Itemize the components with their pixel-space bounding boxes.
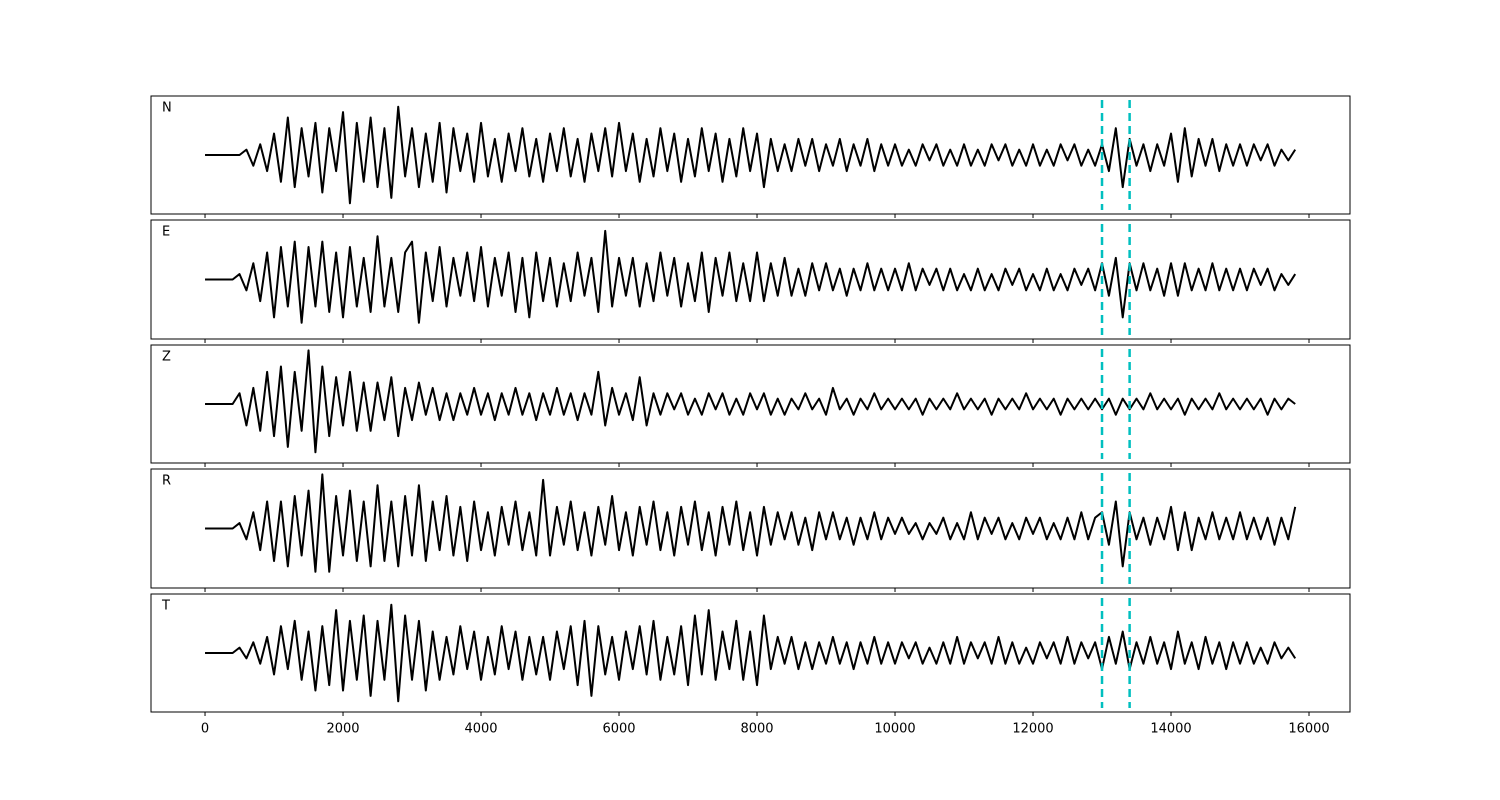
trace <box>205 603 1297 703</box>
panel-label: Z <box>162 350 171 365</box>
trace <box>205 105 1297 205</box>
x-tick-label: 10000 <box>874 722 915 737</box>
x-tick-label: 0 <box>201 722 209 737</box>
x-tick-label: 2000 <box>326 722 359 737</box>
trace <box>205 473 1297 573</box>
trace <box>205 229 1297 324</box>
panel-frame <box>150 593 1351 713</box>
panel-label: R <box>162 474 171 489</box>
panel-frame <box>150 468 1351 589</box>
x-tick-label: 4000 <box>464 722 497 737</box>
panel-label: T <box>161 599 170 614</box>
x-tick-label: 12000 <box>1012 722 1053 737</box>
trace <box>205 349 1296 454</box>
panel-label: N <box>162 101 172 116</box>
x-tick-label: 8000 <box>740 722 773 737</box>
x-tick-label: 14000 <box>1150 722 1191 737</box>
panel-label: E <box>162 225 170 240</box>
x-tick-label: 6000 <box>602 722 635 737</box>
panel-frame <box>150 219 1351 340</box>
panel-frame <box>150 95 1351 215</box>
panel-frame <box>150 344 1351 464</box>
x-tick-label: 16000 <box>1288 722 1329 737</box>
